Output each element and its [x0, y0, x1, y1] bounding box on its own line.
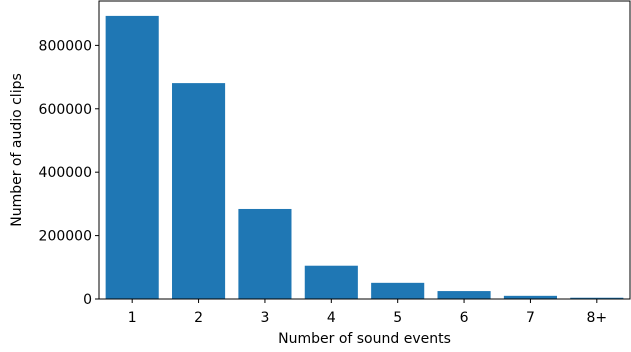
x-tick-label: 1	[128, 310, 137, 326]
bars-group	[105, 15, 624, 300]
bar-8+	[570, 297, 624, 299]
bar-2	[172, 83, 226, 299]
y-axis-label: Number of audio clips	[9, 73, 25, 227]
x-tick-label: 5	[393, 310, 402, 326]
bar-7	[503, 295, 557, 299]
bar-1	[105, 15, 159, 300]
x-tick-label: 3	[260, 310, 269, 326]
y-tick-label: 800000	[39, 38, 92, 54]
y-tick-label: 200000	[39, 229, 92, 245]
x-axis-ticks: 1 2 3 4 5 6 7 8+	[128, 299, 607, 326]
x-tick-label: 7	[526, 310, 535, 326]
x-tick-label: 2	[194, 310, 203, 326]
bar-6	[437, 291, 491, 299]
y-tick-label: 600000	[39, 102, 92, 118]
bar-5	[371, 282, 425, 299]
x-tick-label: 8+	[586, 310, 607, 326]
y-tick-label: 0	[83, 292, 92, 308]
plot-frame	[98, 0, 631, 300]
y-tick-label: 400000	[39, 165, 92, 181]
x-tick-label: 4	[327, 310, 336, 326]
bar-3	[238, 208, 292, 299]
bar-4	[304, 265, 358, 299]
y-axis-ticks: 0 200000 400000 600000 800000	[39, 38, 99, 308]
x-axis-label: Number of sound events	[278, 331, 451, 347]
x-tick-label: 6	[460, 310, 469, 326]
